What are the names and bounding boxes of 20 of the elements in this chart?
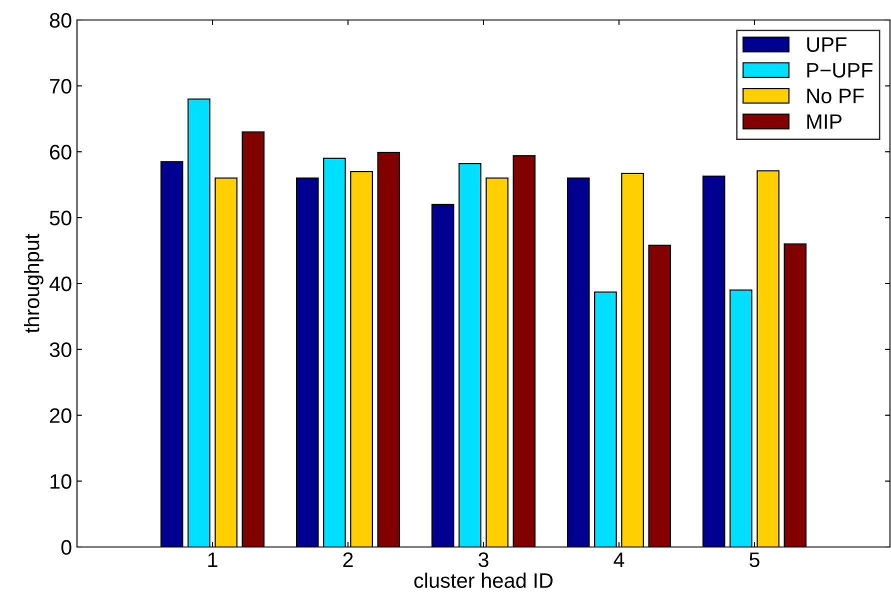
y-tick-label: 60: [50, 144, 72, 160]
x-tick-label: 3: [478, 552, 488, 568]
x-tick-label: 1: [208, 552, 218, 567]
legend-label: P−UPF: [807, 63, 872, 78]
y-tick-label: 50: [50, 210, 72, 226]
y-tick-label: 20: [50, 408, 72, 424]
x-tick-label: 5: [750, 552, 760, 568]
y-tick-label: 70: [50, 78, 72, 94]
x-tick-label: 2: [343, 552, 353, 567]
y-tick-label: 30: [50, 342, 72, 358]
y-tick-label: 10: [50, 474, 72, 489]
x-axis-title: cluster head ID: [414, 572, 553, 588]
legend-label: UPF: [807, 37, 846, 52]
y-tick-label: 40: [49, 276, 72, 292]
x-tick-label: 4: [614, 552, 624, 567]
legend-label: MIP: [807, 114, 842, 129]
legend-label: No PF: [807, 88, 864, 104]
y-tick-label: 0: [61, 540, 72, 555]
y-axis-title: throughput: [24, 234, 44, 333]
y-tick-label: 80: [50, 13, 72, 28]
